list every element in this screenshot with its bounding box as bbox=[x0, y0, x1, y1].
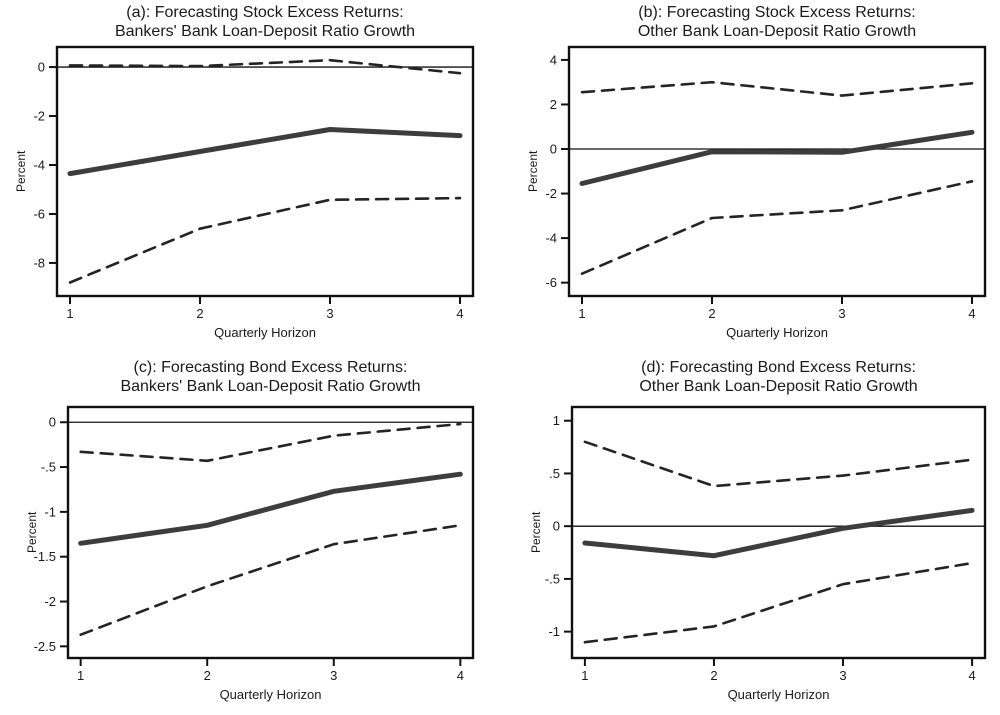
y-tick-label: 4 bbox=[550, 52, 557, 67]
x-tick-label: 2 bbox=[204, 668, 211, 683]
x-tick-label: 1 bbox=[578, 306, 585, 321]
x-tick-label: 4 bbox=[457, 668, 464, 683]
x-tick-label: 2 bbox=[196, 306, 203, 321]
series-upper-confidence-band bbox=[68, 58, 462, 75]
y-tick-label: 0 bbox=[553, 519, 560, 534]
figure-panel-b: (b): Forecasting Stock Excess Returns: O… bbox=[500, 0, 1000, 355]
figure-panel-a: (a): Forecasting Stock Excess Returns: B… bbox=[0, 0, 500, 355]
y-tick-label: -6 bbox=[33, 206, 45, 221]
panel-c-title: (c): Forecasting Bond Excess Returns: Ba… bbox=[68, 358, 473, 396]
panel-c-title-line1: (c): Forecasting Bond Excess Returns: bbox=[133, 359, 408, 376]
y-tick-label: -6 bbox=[545, 275, 557, 290]
plot-border bbox=[567, 45, 987, 298]
series-upper-confidence-band bbox=[79, 422, 462, 463]
y-tick-label: -4 bbox=[545, 231, 557, 246]
plot-border bbox=[55, 45, 475, 298]
y-tick-label: -8 bbox=[33, 255, 45, 270]
y-tick-label: 0 bbox=[550, 142, 557, 157]
x-tick-label: 1 bbox=[66, 306, 73, 321]
x-tick-label: 3 bbox=[330, 668, 337, 683]
x-tick-label: 4 bbox=[968, 306, 975, 321]
panel-b-title: (b): Forecasting Stock Excess Returns: O… bbox=[569, 3, 985, 41]
series-lower-confidence-band bbox=[79, 524, 462, 637]
x-tick-label: 4 bbox=[968, 668, 975, 683]
panel-c-x-axis-label: Quarterly Horizon bbox=[219, 687, 322, 702]
figure-panel-d: (d): Forecasting Bond Excess Returns: Ot… bbox=[500, 355, 1000, 715]
series-lower-confidence-band bbox=[580, 180, 974, 276]
series-point-estimate bbox=[582, 507, 975, 559]
y-tick-label: -.5 bbox=[41, 460, 56, 475]
series-upper-confidence-band bbox=[580, 80, 974, 97]
x-tick-label: 4 bbox=[456, 306, 463, 321]
x-tick-label: 3 bbox=[839, 668, 846, 683]
panel-b-plot-area: 4 2 0 -2 -4 -6 1 2 3 4 bbox=[545, 45, 987, 321]
panel-c-title-line2: Bankers' Bank Loan-Deposit Ratio Growth bbox=[120, 378, 421, 395]
y-tick-label: 1 bbox=[553, 413, 560, 428]
panel-a-plot-area: 0 -2 -4 -6 -8 1 2 3 4 bbox=[33, 45, 475, 321]
panel-a-title-line1: (a): Forecasting Stock Excess Returns: bbox=[126, 4, 404, 21]
figure-panel-c: (c): Forecasting Bond Excess Returns: Ba… bbox=[0, 355, 500, 715]
y-tick-label: -1 bbox=[44, 504, 56, 519]
y-tick-label: 0 bbox=[49, 415, 56, 430]
series-lower-confidence-band bbox=[583, 561, 974, 644]
y-tick-label: 0 bbox=[38, 60, 45, 75]
panel-b-x-axis-label: Quarterly Horizon bbox=[726, 325, 828, 340]
panel-d-x-axis-label: Quarterly Horizon bbox=[727, 687, 830, 702]
panel-a-title: (a): Forecasting Stock Excess Returns: B… bbox=[57, 3, 473, 41]
series-point-estimate bbox=[579, 129, 975, 186]
y-tick-label: -2.5 bbox=[34, 639, 56, 654]
series-lower-confidence-band bbox=[68, 196, 462, 284]
plot-border bbox=[570, 405, 987, 660]
panel-d-title: (d): Forecasting Bond Excess Returns: Ot… bbox=[572, 358, 985, 396]
y-tick-label: -1 bbox=[548, 624, 560, 639]
x-tick-label: 3 bbox=[326, 306, 333, 321]
y-tick-label: 2 bbox=[550, 97, 557, 112]
panel-d-title-line2: Other Bank Loan-Deposit Ratio Growth bbox=[639, 378, 918, 395]
y-tick-label: -.5 bbox=[545, 571, 560, 586]
x-tick-label: 3 bbox=[838, 306, 845, 321]
panel-d-title-line1: (d): Forecasting Bond Excess Returns: bbox=[641, 359, 916, 376]
x-tick-label: 2 bbox=[708, 306, 715, 321]
y-tick-label: -1.5 bbox=[34, 549, 56, 564]
panel-b-title-line2: Other Bank Loan-Deposit Ratio Growth bbox=[637, 23, 917, 40]
y-tick-label: -2 bbox=[33, 109, 45, 124]
x-tick-label: 1 bbox=[581, 668, 588, 683]
y-tick-label: -2 bbox=[44, 594, 56, 609]
x-tick-label: 1 bbox=[77, 668, 84, 683]
y-tick-label: .5 bbox=[549, 466, 560, 481]
y-tick-label: -2 bbox=[545, 186, 557, 201]
y-tick-label: -4 bbox=[33, 158, 45, 173]
series-point-estimate bbox=[67, 127, 463, 177]
x-tick-label: 2 bbox=[710, 668, 717, 683]
series-point-estimate bbox=[78, 471, 463, 546]
panel-a-title-line2: Bankers' Bank Loan-Deposit Ratio Growth bbox=[114, 23, 416, 40]
panel-d-plot-area: 1 .5 0 -.5 -1 1 2 3 4 bbox=[545, 405, 987, 683]
plot-border bbox=[66, 405, 475, 660]
panel-b-title-line1: (b): Forecasting Stock Excess Returns: bbox=[638, 4, 916, 21]
series-upper-confidence-band bbox=[583, 440, 974, 488]
panel-c-plot-area: 0 -.5 -1 -1.5 -2 -2.5 1 2 3 4 bbox=[34, 405, 475, 683]
panel-a-x-axis-label: Quarterly Horizon bbox=[214, 325, 316, 340]
